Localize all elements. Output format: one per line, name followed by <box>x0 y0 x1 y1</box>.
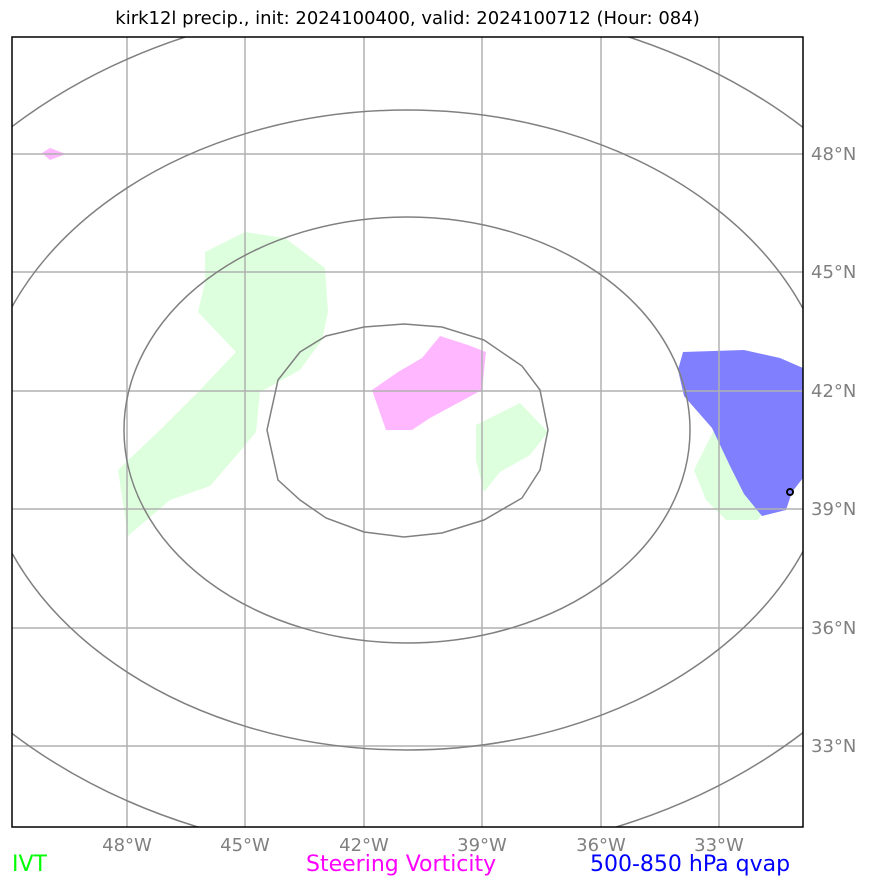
contour-ring-1 <box>266 323 549 538</box>
lat-label: 45°N <box>811 262 856 283</box>
lon-label: 45°W <box>220 835 270 856</box>
lon-label: 33°W <box>694 835 744 856</box>
contour-ring-3 <box>12 109 803 751</box>
graticule <box>12 37 803 827</box>
lon-label: 36°W <box>576 835 626 856</box>
contour-ring-2 <box>123 216 691 644</box>
lat-label: 33°N <box>811 736 856 757</box>
lat-label: 36°N <box>811 618 856 639</box>
lat-label: 48°N <box>811 144 856 165</box>
legend-qvap: 500-850 hPa qvap <box>590 852 791 877</box>
map-title: kirk12l precip., init: 2024100400, valid… <box>115 8 700 29</box>
legend-ivt: IVT <box>12 852 47 877</box>
map-frame <box>11 36 804 828</box>
legend-steering-vorticity: Steering Vorticity <box>306 852 497 877</box>
longitude-labels: 48°W 45°W 42°W 39°W 36°W 33°W <box>102 835 744 856</box>
lon-label: 48°W <box>102 835 152 856</box>
latitude-labels: 48°N 45°N 42°N 39°N 36°N 33°N <box>811 144 856 757</box>
vorticity-region-central <box>372 336 486 430</box>
lat-label: 39°N <box>811 499 856 520</box>
lon-label: 39°W <box>457 835 507 856</box>
ivt-region-west <box>118 232 328 536</box>
contour-rings <box>12 37 803 827</box>
ivt-region-central <box>476 403 548 492</box>
lat-label: 42°N <box>811 381 856 402</box>
lon-label: 42°W <box>339 835 389 856</box>
storm-center-marker <box>786 488 794 496</box>
